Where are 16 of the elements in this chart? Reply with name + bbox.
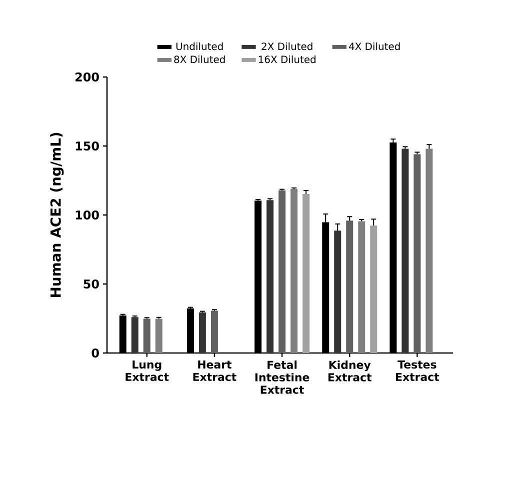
x-tick-label: Fetal Intestine Extract [255,360,310,394]
legend-label: Undiluted [176,42,223,50]
x-tick-label: Heart Extract [193,360,236,382]
legend-label: 2X Diluted [262,42,312,50]
legend-label: 16X Diluted [258,55,316,64]
x-tick-label: Kidney Extract [328,360,372,382]
legend-label: 4X Diluted [348,42,400,50]
x-tick-label: Testes Extract [396,360,440,382]
legend-label: 8X Diluted [174,55,225,64]
y-tick-label: 150 [76,141,99,151]
y-tick-label: 200 [76,72,99,82]
y-tick-label: 100 [76,210,99,220]
y-axis-title: Human ACE2 (ng/mL) [50,132,64,298]
y-tick-label: 50 [84,279,99,289]
y-tick-label: 0 [92,348,99,358]
x-tick-label: Lung Extract [126,360,169,382]
